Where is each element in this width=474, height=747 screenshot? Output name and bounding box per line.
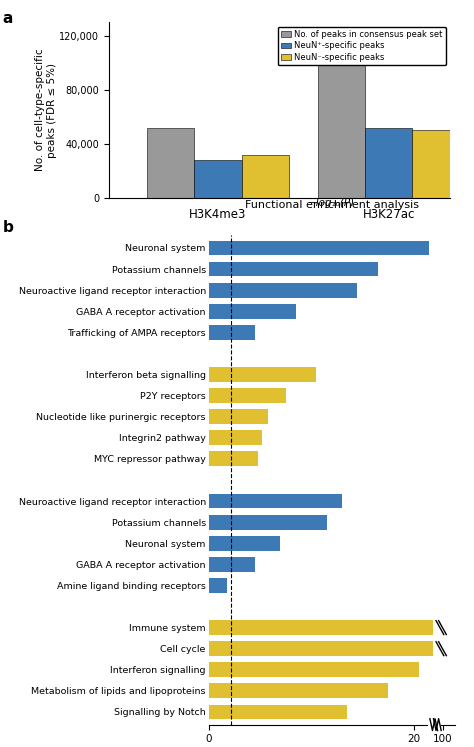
Title: Functional enrichment analysis: Functional enrichment analysis [245,199,419,209]
Bar [209,641,439,656]
Bar [209,325,255,340]
Bar [209,704,347,719]
Bar [209,283,357,297]
Bar [365,128,412,198]
Bar [209,663,419,677]
Bar [209,451,258,466]
Bar [147,128,194,198]
Bar [242,155,289,198]
Bar [209,304,296,319]
Bar [209,409,268,424]
Legend: No. of peaks in consensus peak set, NeuN⁺-specific peaks, NeuN⁻-specific peaks: No. of peaks in consensus peak set, NeuN… [278,27,446,65]
Bar [209,578,227,593]
Bar [318,36,365,198]
Bar [412,131,459,198]
Text: b: b [2,220,13,235]
Bar [209,388,285,403]
Text: −log₁₀(P): −log₁₀(P) [308,199,356,208]
Y-axis label: No. of cell-type-specific
peaks (FDR ≤ 5%): No. of cell-type-specific peaks (FDR ≤ 5… [35,49,56,172]
Bar [209,515,327,530]
Bar [209,430,262,445]
Bar [209,494,342,509]
Bar [209,684,388,698]
Text: a: a [2,11,13,26]
Bar [433,620,446,635]
Bar [209,620,439,635]
Bar [194,160,242,198]
Bar [209,536,281,551]
Bar [209,557,255,571]
Bar [209,261,378,276]
Bar [433,641,446,656]
Bar [209,367,316,382]
Bar [209,241,429,255]
